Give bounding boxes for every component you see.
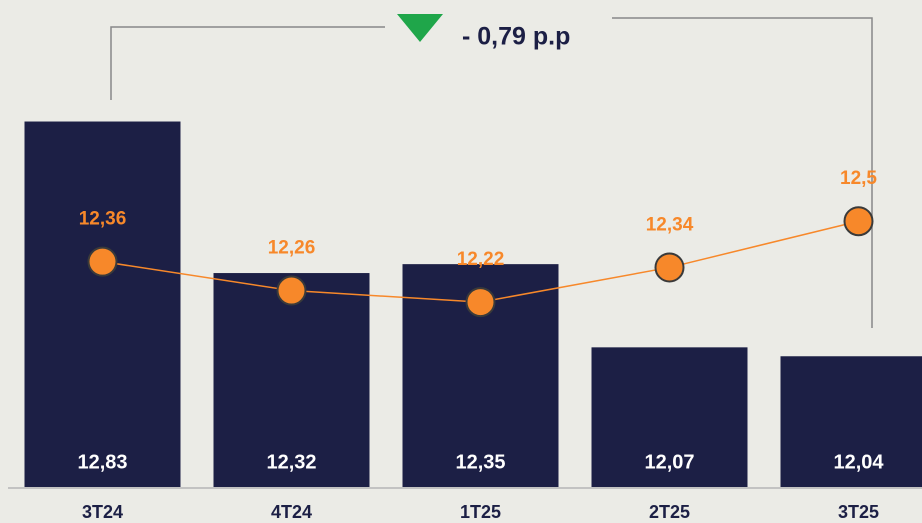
bar xyxy=(213,273,370,487)
bracket-right xyxy=(612,17,873,328)
bracket-left xyxy=(110,26,385,100)
annotation: - 0,79 p.p xyxy=(462,23,570,51)
line-point xyxy=(654,252,685,283)
line-value-label: 12,34 xyxy=(646,214,694,235)
line-value-label: 12,36 xyxy=(79,209,127,230)
bar xyxy=(780,356,922,487)
line-value-label: 12,26 xyxy=(268,238,316,259)
bar xyxy=(591,347,748,487)
x-tick-label: 3T24 xyxy=(82,502,123,522)
line-point xyxy=(87,246,118,277)
line-point xyxy=(465,287,496,318)
line-point xyxy=(843,206,874,237)
bar-value-label: 12,32 xyxy=(266,451,316,473)
line-value-label: 12,22 xyxy=(457,249,505,270)
bar-value-label: 12,83 xyxy=(77,451,127,473)
x-tick-label: 2T25 xyxy=(649,502,690,522)
down-arrow xyxy=(397,14,443,42)
bar xyxy=(24,121,181,487)
x-tick-label: 4T24 xyxy=(271,502,312,522)
bar-value-label: 12,35 xyxy=(455,451,505,473)
bar-value-label: 12,04 xyxy=(833,451,884,473)
line-point xyxy=(276,275,307,306)
x-tick-label: 3T25 xyxy=(838,502,879,522)
x-tick-label: 1T25 xyxy=(460,502,501,522)
bar-value-label: 12,07 xyxy=(644,451,694,473)
line-value-label: 12,5 xyxy=(840,168,877,189)
